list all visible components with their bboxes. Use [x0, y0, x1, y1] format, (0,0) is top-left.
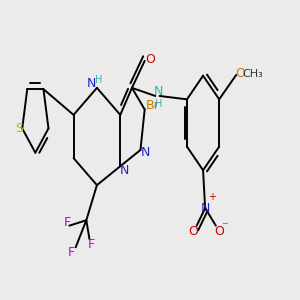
Text: CH₃: CH₃ [242, 69, 263, 79]
Text: O: O [146, 53, 155, 66]
Text: Br: Br [146, 99, 160, 112]
Text: O: O [214, 225, 224, 238]
Text: N: N [200, 202, 210, 214]
Text: N: N [140, 146, 150, 159]
Text: +: + [208, 192, 216, 202]
Text: H: H [95, 75, 102, 85]
Text: ⁻: ⁻ [221, 220, 228, 233]
Text: F: F [88, 238, 95, 251]
Text: N: N [154, 85, 163, 98]
Text: F: F [68, 246, 75, 259]
Text: N: N [86, 77, 96, 90]
Text: O: O [236, 67, 245, 80]
Text: H: H [155, 99, 162, 109]
Text: N: N [120, 164, 129, 177]
Text: S: S [16, 122, 24, 135]
Text: F: F [64, 217, 71, 230]
Text: O: O [189, 225, 199, 238]
